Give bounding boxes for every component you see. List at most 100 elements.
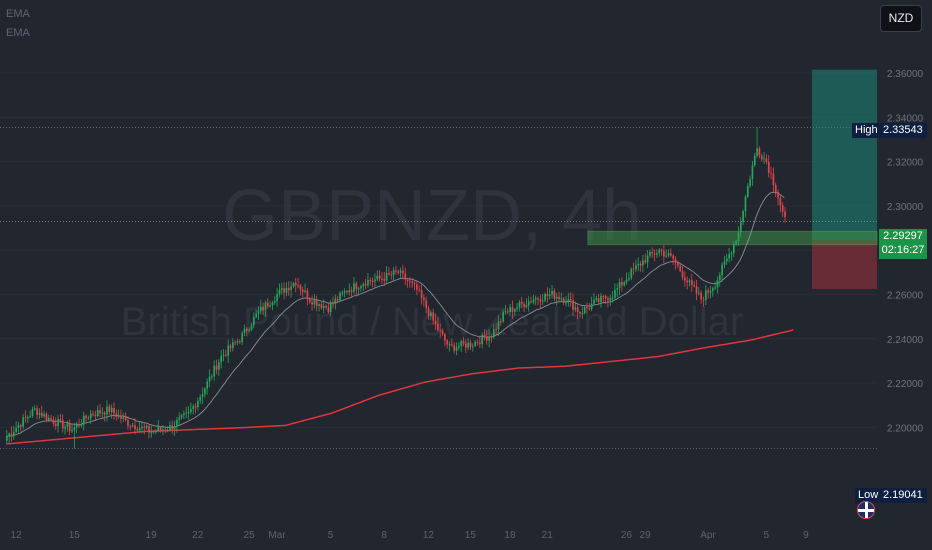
candle xyxy=(560,292,563,303)
currency-button[interactable]: NZD xyxy=(880,5,922,32)
candle xyxy=(169,421,171,432)
candle xyxy=(348,283,351,296)
candle xyxy=(509,303,511,317)
high-value: 2.33543 xyxy=(880,123,927,138)
candle-body xyxy=(397,271,400,273)
candle-body xyxy=(8,433,11,437)
candle-body xyxy=(681,271,684,278)
candle-body xyxy=(467,342,470,348)
candle-body xyxy=(243,328,246,333)
candle xyxy=(721,262,724,283)
candle xyxy=(75,421,78,434)
candle-body xyxy=(38,412,41,415)
candle xyxy=(397,269,400,275)
candle-body xyxy=(190,409,192,412)
candle xyxy=(476,339,479,346)
candle xyxy=(150,425,153,438)
candle-body xyxy=(735,241,737,244)
candle xyxy=(255,309,258,319)
candle xyxy=(411,277,414,288)
candle xyxy=(611,291,614,303)
candle xyxy=(439,323,442,338)
indicator-label-ema-2[interactable]: EMA xyxy=(6,27,30,39)
candle-body xyxy=(753,155,756,166)
uk-flag-icon[interactable] xyxy=(857,501,875,519)
y-tick-label: 2.30000 xyxy=(887,202,924,213)
candle xyxy=(718,272,721,287)
candle xyxy=(409,276,411,288)
candle xyxy=(597,294,600,304)
candle-body xyxy=(297,285,299,287)
candle-body xyxy=(320,304,323,308)
candle xyxy=(243,324,246,337)
candle-body xyxy=(239,341,241,343)
candle-body xyxy=(695,286,698,294)
x-tick-label: 12 xyxy=(10,530,22,541)
candle xyxy=(318,302,320,312)
watermark-description: British Pound / New Zealand Dollar xyxy=(121,300,744,344)
candle-body xyxy=(33,408,36,410)
candle-body xyxy=(385,272,388,281)
candle xyxy=(73,423,76,449)
candle xyxy=(614,283,616,301)
candle-body xyxy=(455,347,458,351)
candle-body xyxy=(604,296,607,299)
candle-body xyxy=(304,290,306,292)
candle-body xyxy=(131,425,134,427)
candle-body xyxy=(711,288,714,291)
candle-body xyxy=(122,417,125,419)
candle-body xyxy=(548,294,551,296)
candle-body xyxy=(169,425,171,431)
candle xyxy=(78,418,80,429)
candle xyxy=(85,414,87,423)
candle-body xyxy=(777,191,779,199)
x-tick-label: 9 xyxy=(803,530,809,541)
candle xyxy=(99,404,101,417)
candle xyxy=(649,249,651,258)
candle-body xyxy=(497,321,500,330)
candle xyxy=(269,301,271,308)
candle xyxy=(369,277,372,286)
y-tick-label: 2.34000 xyxy=(887,113,924,124)
candle xyxy=(199,394,202,404)
candle-body xyxy=(513,309,516,312)
candle-body xyxy=(318,304,320,306)
candle xyxy=(546,287,549,303)
candle xyxy=(709,285,712,299)
candle-body xyxy=(602,296,605,298)
candle-body xyxy=(527,301,530,306)
candle-body xyxy=(334,299,337,304)
candle-body xyxy=(262,306,264,311)
candle-body xyxy=(308,299,311,302)
candle-body xyxy=(12,431,15,436)
candle xyxy=(441,328,444,336)
candle-body xyxy=(306,290,309,300)
candle xyxy=(714,281,717,291)
candle xyxy=(681,265,684,281)
candle-body xyxy=(87,418,90,420)
candle xyxy=(334,294,337,310)
candle-body xyxy=(767,161,770,173)
candle xyxy=(446,338,449,349)
candle xyxy=(677,260,679,269)
candle xyxy=(495,322,497,335)
candle xyxy=(173,420,176,436)
candle-body xyxy=(211,376,213,378)
candle xyxy=(94,410,97,420)
candle xyxy=(148,424,150,439)
candle-body xyxy=(495,329,497,331)
candle-body xyxy=(129,426,132,428)
candle xyxy=(211,373,213,380)
candle-body xyxy=(395,270,397,272)
x-tick-label: 12 xyxy=(423,530,435,541)
ema-slow-line xyxy=(5,329,794,445)
candle-body xyxy=(532,299,535,303)
indicator-label-ema-1[interactable]: EMA xyxy=(6,8,30,20)
candle xyxy=(504,304,507,315)
candle xyxy=(711,286,714,297)
time-axis: 12 15 19 22 25 Mar 5 8 12 15 18 21 26 29 Apr 5 9 xyxy=(10,530,809,541)
candle-body xyxy=(362,284,365,287)
candle xyxy=(602,294,605,303)
y-tick-label: 2.20000 xyxy=(887,423,924,434)
